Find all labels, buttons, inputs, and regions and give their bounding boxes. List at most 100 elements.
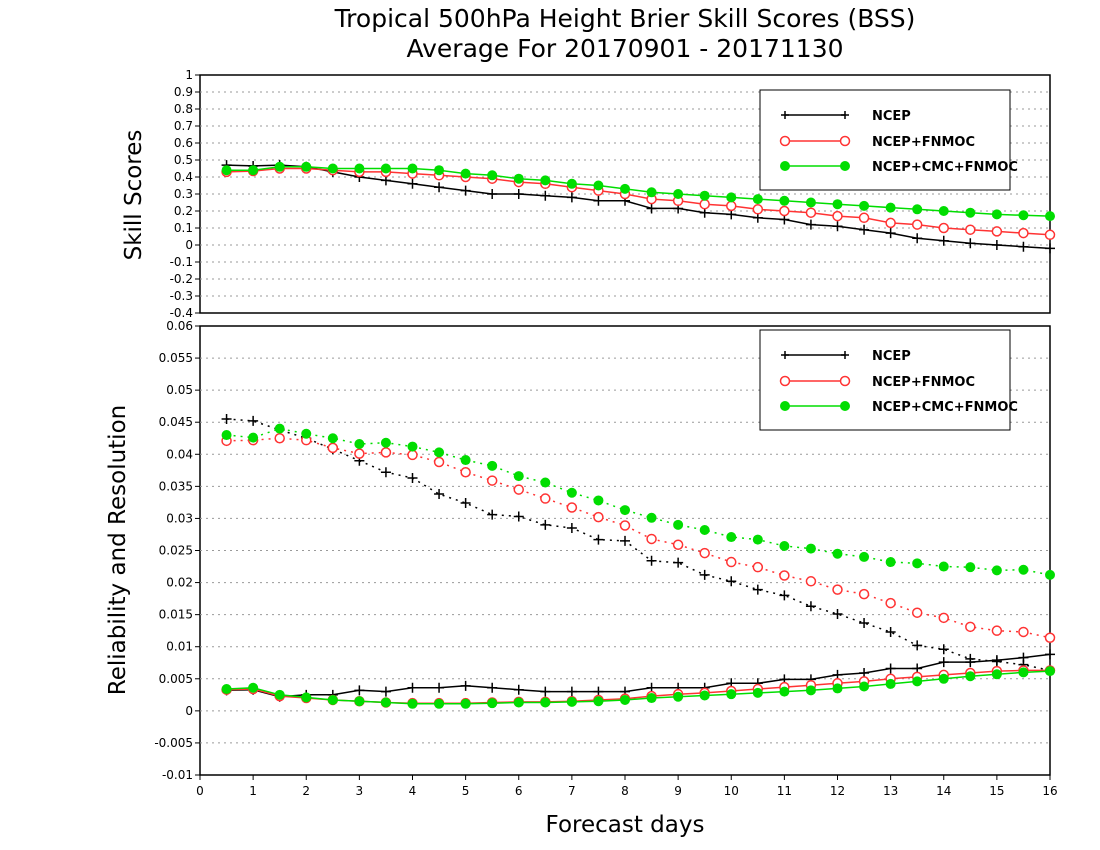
data-point-ncep-cmc-fnmoc [301,161,312,172]
x-tick-label: 15 [989,784,1004,798]
data-point-ncep-cmc-fnmoc [805,197,816,208]
data-point-ncep-cmc-fnmoc [912,676,923,687]
data-point-ncep-cmc-fnmoc [434,447,445,458]
data-point-ncep [805,601,816,612]
data-point-ncep [726,576,737,587]
data-point-ncep-fnmoc [486,475,498,486]
data-point-ncep-cmc-fnmoc [301,692,312,703]
data-point-ncep-fnmoc [593,511,604,523]
y-tick-label: 0.04 [166,447,193,461]
data-point-ncep-cmc-fnmoc [354,163,365,174]
data-point-ncep-cmc-fnmoc [673,519,684,530]
data-point-ncep-cmc-fnmoc [487,170,498,181]
data-point-ncep-fnmoc [885,217,896,229]
data-point-ncep [646,555,657,566]
y-tick-label: 0.02 [166,576,193,590]
y-tick-label: -0.1 [170,255,193,269]
data-point-ncep-cmc-fnmoc [407,163,418,174]
x-tick-label: 16 [1042,784,1057,798]
data-point-ncep-cmc-fnmoc [566,178,577,189]
data-point-ncep [593,534,604,545]
y-tick-label: 0 [185,704,193,718]
data-point-ncep-cmc-fnmoc [726,689,737,700]
data-point-ncep [248,415,259,426]
data-point-ncep [460,498,471,509]
x-tick-label: 1 [249,784,257,798]
data-point-ncep [885,663,896,674]
data-point-ncep [779,590,790,601]
data-point-ncep-cmc-fnmoc [593,696,604,707]
data-point-ncep-cmc-fnmoc [832,199,843,210]
data-point-ncep [991,240,1002,250]
legend-ncep-cmc-fnmoc-marker [840,401,850,411]
data-point-ncep-cmc-fnmoc [221,165,232,176]
data-point-ncep-cmc-fnmoc [1045,569,1055,580]
data-point-ncep [938,235,949,246]
data-point-ncep-cmc-fnmoc [646,187,657,198]
data-point-ncep-cmc-fnmoc [327,163,338,174]
data-point-ncep-cmc-fnmoc [646,693,657,704]
x-tick-label: 6 [515,784,523,798]
x-tick-label: 14 [936,784,951,798]
data-point-ncep-cmc-fnmoc [221,684,232,695]
data-point-ncep-cmc-fnmoc [274,161,285,172]
data-point-ncep-fnmoc [726,200,737,212]
data-point-ncep-cmc-fnmoc [274,689,285,700]
x-tick-label: 7 [568,784,576,798]
y-tick-label: 0.005 [159,672,193,686]
data-point-ncep-cmc-fnmoc [221,430,232,441]
data-point-ncep [620,535,630,546]
legend-ncep-cmc-fnmoc-marker [840,161,850,171]
data-point-ncep-cmc-fnmoc [354,439,365,450]
data-point-ncep-fnmoc [1044,229,1056,241]
data-point-ncep-cmc-fnmoc [513,471,524,482]
data-point-ncep-fnmoc [433,456,445,468]
data-point-ncep [540,686,551,697]
data-point-ncep-cmc-fnmoc [248,432,259,443]
y-tick-label: 1 [185,68,193,82]
data-point-ncep-cmc-fnmoc [885,557,896,568]
data-point-ncep [460,185,471,196]
data-point-ncep-cmc-fnmoc [434,165,445,176]
legend-ncep-cmc-fnmoc-marker [780,401,790,411]
data-point-ncep [752,584,763,595]
data-point-ncep [593,195,604,206]
data-point-ncep-cmc-fnmoc [407,698,418,709]
data-point-ncep [540,519,551,530]
data-point-ncep [1045,649,1055,660]
x-tick-label: 9 [674,784,682,798]
skill-score-series [221,160,1056,254]
reliability-y-axis-ticks: -0.01 -0.005 0 0.005 0.01 0.015 0.02 0.025 0.03 0… [154,319,200,782]
data-point-ncep-fnmoc [965,621,976,633]
x-tick-label: 8 [621,784,629,798]
data-point-ncep [434,682,445,693]
data-point-ncep-cmc-fnmoc [965,207,976,218]
y-tick-label: -0.01 [162,768,193,782]
data-point-ncep-fnmoc [991,625,1003,636]
data-point-ncep-fnmoc [726,556,737,568]
data-point-ncep-fnmoc [938,222,949,234]
legend-ncep-fnmoc-label: NCEP+FNMOC [872,135,975,150]
data-point-ncep-cmc-fnmoc [938,561,949,572]
y-tick-label: 0.6 [174,136,193,150]
legend-ncep-cmc-fnmoc-label: NCEP+CMC+FNMOC [872,400,1018,415]
data-point-ncep-fnmoc [832,584,843,595]
data-point-ncep-cmc-fnmoc [779,195,790,206]
data-point-ncep-fnmoc [380,447,392,458]
data-point-ncep-cmc-fnmoc [832,683,843,694]
series-line-ncep [226,418,1051,672]
data-point-ncep-cmc-fnmoc [859,551,870,562]
data-point-ncep-cmc-fnmoc [1045,666,1055,677]
data-point-ncep [407,178,418,189]
skill-score-y-axis-label: Skill Scores [121,130,147,261]
data-point-ncep-cmc-fnmoc [991,669,1002,680]
data-point-ncep-fnmoc [327,442,339,454]
data-point-ncep-cmc-fnmoc [965,562,976,573]
data-point-ncep-cmc-fnmoc [1045,211,1055,222]
data-point-ncep-fnmoc [566,502,578,513]
data-point-ncep [965,238,976,249]
data-point-ncep-cmc-fnmoc [513,173,524,184]
y-tick-label: 0.5 [174,153,193,167]
data-point-ncep-fnmoc [885,597,896,609]
